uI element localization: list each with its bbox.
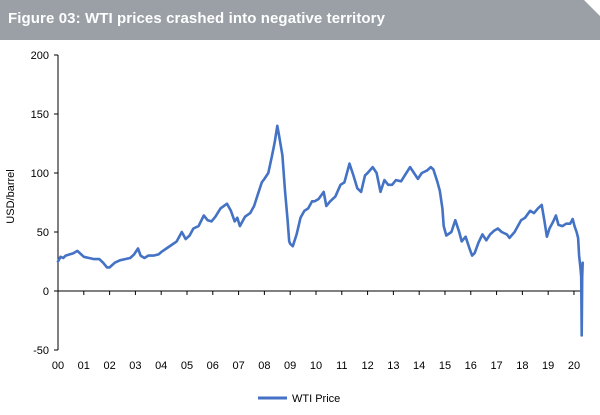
y-tick-label: 100	[31, 168, 49, 180]
y-tick-label: -50	[33, 345, 49, 357]
x-tick-label: 17	[490, 360, 502, 372]
wti-price-chart: -50 0 50 100 150 200 00 01 02 03 04 05 06 07 08 09 10 11 1…	[5, 50, 584, 405]
legend-label-wti-price: WTI Price	[292, 393, 340, 405]
figure-title: Figure 03: WTI prices crashed into negat…	[8, 10, 386, 27]
x-tick-label: 09	[284, 360, 296, 372]
x-tick-label: 14	[413, 360, 425, 372]
x-tick-label: 12	[361, 360, 373, 372]
x-tick-label: 16	[465, 360, 477, 372]
x-tick-label: 06	[207, 360, 219, 372]
series-line-wti-price	[56, 124, 584, 337]
x-tick-label: 19	[542, 360, 554, 372]
x-tick-label: 20	[568, 360, 580, 372]
x-tick-label: 13	[387, 360, 399, 372]
x-tick-label: 03	[129, 360, 141, 372]
x-tick-label: 00	[52, 360, 64, 372]
header-corner-notch	[584, 0, 600, 16]
x-tick-label: 07	[232, 360, 244, 372]
x-tick-label: 01	[78, 360, 90, 372]
y-axis-title: USD/barrel	[5, 169, 17, 223]
x-tick-label: 08	[258, 360, 270, 372]
x-tick-label: 04	[155, 360, 167, 372]
x-tick-label: 05	[181, 360, 193, 372]
y-tick-label: 0	[43, 286, 49, 298]
x-tick-label: 02	[103, 360, 115, 372]
x-tick-label: 10	[310, 360, 322, 372]
x-tick-label: 18	[516, 360, 528, 372]
y-tick-label: 200	[31, 50, 49, 62]
figure-header: Figure 03: WTI prices crashed into negat…	[0, 0, 600, 40]
y-tick-label: 50	[37, 227, 49, 239]
x-tick-label: 11	[336, 360, 347, 372]
x-tick-label: 15	[439, 360, 451, 372]
y-tick-label: 150	[31, 109, 49, 121]
